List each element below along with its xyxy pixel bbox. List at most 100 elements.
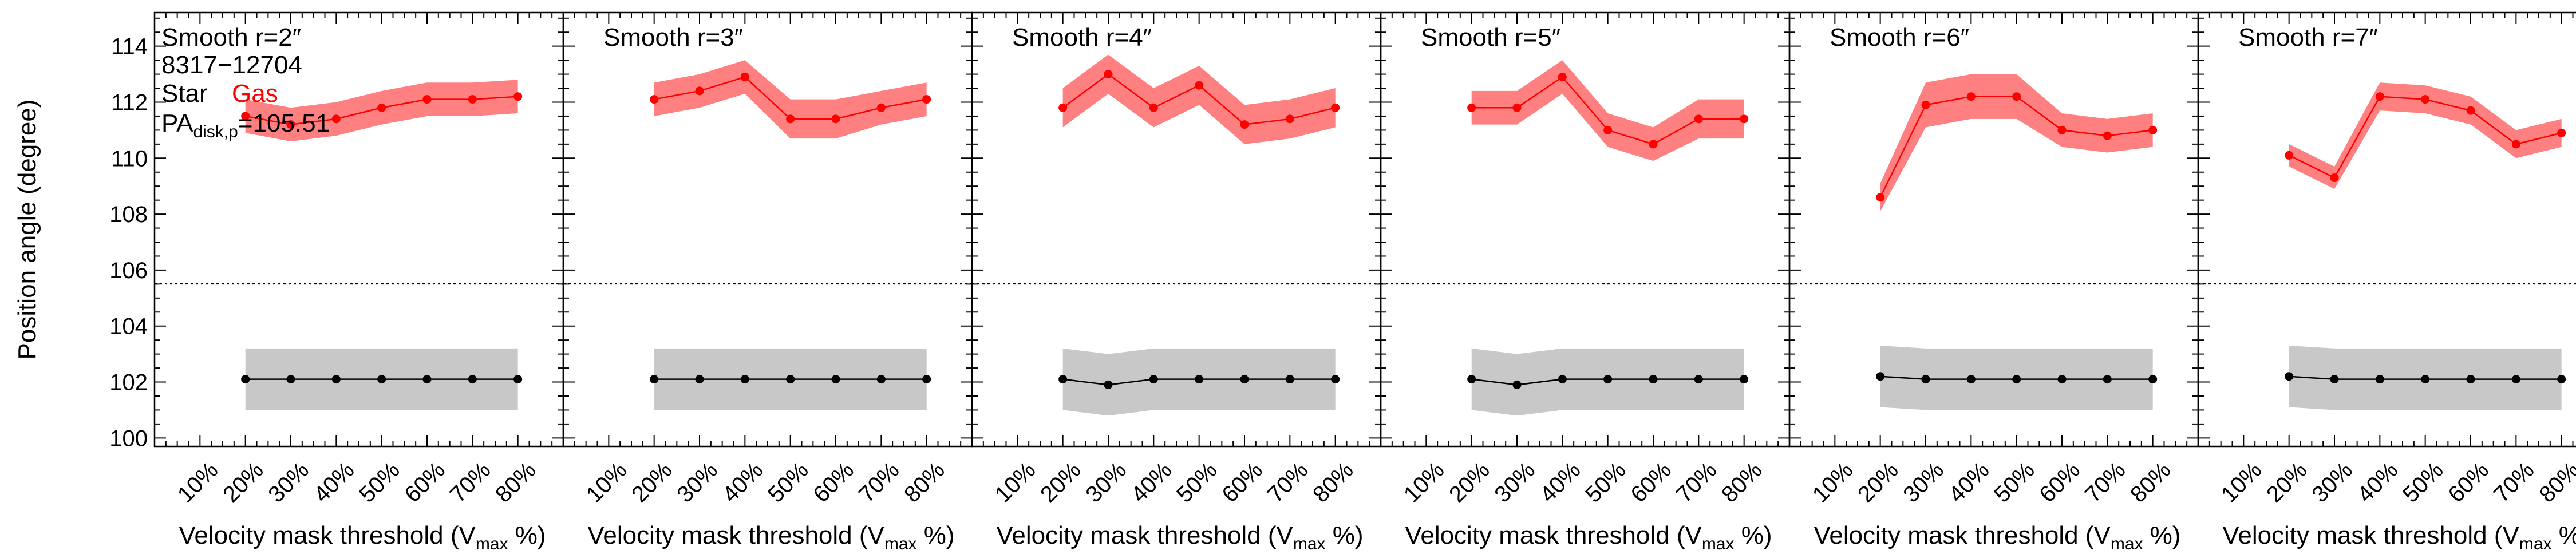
y-axis-label: Position angle (degree) (13, 100, 41, 360)
x-tick-label: 10% (582, 457, 632, 508)
gas-point-7 (2148, 125, 2158, 134)
star-point-5 (831, 375, 840, 384)
star-point-4 (1195, 375, 1204, 384)
galaxy-id: 8317−12704 (161, 51, 302, 79)
star-point-6 (1694, 375, 1703, 384)
gas-point-1 (1467, 103, 1476, 112)
star-point-6 (2511, 375, 2520, 384)
y-tick-label: 112 (111, 90, 148, 115)
x-tick-label: 50% (354, 457, 405, 508)
star-point-2 (695, 375, 704, 384)
panel-plot-area (1789, 74, 2198, 410)
gas-point-5 (831, 114, 840, 124)
x-axis-label: Velocity mask threshold (Vmax %) (1814, 521, 2180, 553)
x-tick-label: 70% (2489, 457, 2539, 508)
star-point-6 (1285, 375, 1294, 384)
panel-title: Smooth r=3″ (603, 23, 743, 52)
panel-3: 10%20%30%40%50%60%70%80% Velocity mask th… (971, 11, 1382, 553)
x-tick-label: 50% (1989, 457, 2040, 508)
x-tick-label: 40% (2353, 457, 2403, 508)
x-tick-label: 80% (899, 457, 950, 508)
panel-title: Smooth r=4″ (1012, 23, 1152, 52)
x-tick-label: 40% (1127, 457, 1177, 508)
panel-plot-area (972, 54, 1381, 416)
star-point-5 (2466, 375, 2475, 384)
pa-value: =105.51 (238, 109, 330, 137)
star-point-5 (1649, 375, 1658, 384)
x-axis-label: Velocity mask threshold (Vmax %) (1405, 521, 1772, 553)
star-point-6 (2103, 375, 2112, 384)
star-point-2 (2330, 375, 2339, 384)
y-tick-label: 114 (111, 34, 148, 60)
x-axis-label-sub: max (1702, 535, 1735, 553)
x-tick-label: 30% (1490, 457, 1540, 508)
legend-gas: Gas (232, 80, 278, 108)
x-axis-label-main: Velocity mask threshold (V (996, 521, 1293, 549)
gas-point-1 (1876, 193, 1885, 202)
x-tick-label: 20% (627, 457, 677, 508)
star-point-3 (1149, 375, 1158, 384)
gas-error-band (1880, 74, 2153, 212)
gas-point-4 (2421, 95, 2430, 104)
x-tick-label: 20% (1853, 457, 1903, 508)
panel-title: Smooth r=2″ (161, 23, 301, 52)
star-point-7 (2557, 375, 2566, 384)
x-tick-label: 80% (2125, 457, 2176, 508)
panel-6: 10%20%30%40%50%60%70%80% Velocity mask th… (2197, 11, 2576, 553)
x-tick-label: 30% (1081, 457, 1131, 508)
chart-root: Position angle (degree) 100 102 104 106 108 11… (13, 11, 2576, 553)
star-point-1 (1876, 372, 1885, 381)
panel-title: Smooth r=6″ (1830, 23, 1969, 52)
star-point-1 (650, 375, 659, 384)
star-point-5 (1240, 375, 1249, 384)
x-axis-label-tail: %) (2552, 521, 2576, 549)
gas-point-6 (2103, 131, 2112, 140)
x-tick-label: 10% (173, 457, 223, 508)
gas-point-2 (1921, 100, 1930, 109)
x-tick-label: 30% (263, 457, 314, 508)
gas-point-5 (2057, 125, 2067, 134)
star-point-1 (1058, 375, 1068, 384)
panel-4: 10%20%30%40%50%60%70%80% Velocity mask th… (1380, 11, 1791, 553)
x-tick-label: 20% (2262, 457, 2312, 508)
gas-point-7 (1740, 114, 1749, 124)
gas-point-7 (2557, 128, 2566, 137)
x-tick-label: 10% (1808, 457, 1858, 508)
x-tick-label: 80% (2534, 457, 2576, 508)
gas-point-7 (1331, 103, 1340, 112)
star-point-4 (2421, 375, 2430, 384)
y-tick-label: 108 (109, 202, 148, 227)
gas-point-6 (1285, 114, 1294, 124)
gas-point-1 (650, 95, 659, 104)
panel-plot-area (563, 60, 972, 410)
gas-point-4 (1195, 81, 1204, 90)
gas-point-4 (1603, 125, 1613, 134)
panel-title: Smooth r=7″ (2238, 23, 2378, 52)
gas-point-2 (286, 120, 295, 129)
gas-point-4 (786, 114, 795, 124)
x-axis-label: Velocity mask threshold (Vmax %) (996, 521, 1363, 553)
gas-error-band (1062, 54, 1336, 144)
gas-point-3 (1966, 92, 1976, 101)
x-tick-label: 80% (1717, 457, 1767, 508)
panel-1: 100 102 104 106 108 110 112 114 10%20%30%40%50%6… (109, 11, 564, 553)
x-axis-label-main: Velocity mask threshold (V (179, 521, 476, 549)
gas-point-7 (513, 92, 523, 101)
gas-point-6 (2511, 140, 2520, 149)
x-tick-label: 60% (808, 457, 859, 508)
gas-point-5 (422, 95, 432, 104)
x-tick-label: 40% (1944, 457, 1994, 508)
x-tick-label: 70% (1263, 457, 1313, 508)
x-axis-label-tail: %) (917, 521, 955, 549)
x-tick-label: 50% (2398, 457, 2448, 508)
x-axis-label: Velocity mask threshold (Vmax %) (179, 521, 546, 553)
x-axis-label: Velocity mask threshold (Vmax %) (2222, 521, 2576, 553)
star-point-3 (2375, 375, 2384, 384)
gas-point-5 (1649, 140, 1658, 149)
gas-point-4 (377, 103, 386, 112)
gas-error-band (654, 60, 927, 139)
y-tick-label: 100 (109, 426, 148, 451)
x-tick-label: 40% (1535, 457, 1586, 508)
star-point-3 (1966, 375, 1976, 384)
gas-error-band (2289, 82, 2562, 189)
